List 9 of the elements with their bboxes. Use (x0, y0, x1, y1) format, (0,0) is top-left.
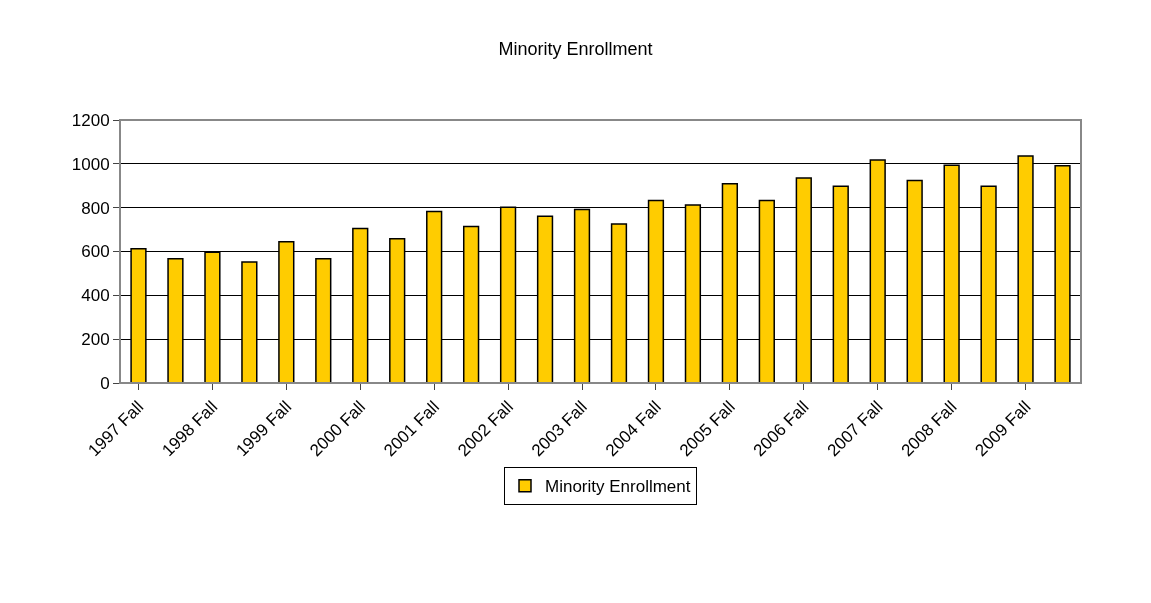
y-tick-label: 1200 (71, 110, 110, 130)
y-tick-label: 600 (81, 242, 110, 262)
chart-title: Minority Enrollment (498, 38, 653, 59)
y-tick-label: 800 (81, 198, 110, 218)
y-tick-label: 200 (81, 330, 110, 350)
y-tick-label: 400 (81, 286, 110, 306)
y-tick-label: 0 (100, 373, 110, 393)
y-tick-label: 1000 (71, 154, 110, 174)
legend-label: Minority Enrollment (545, 477, 691, 497)
